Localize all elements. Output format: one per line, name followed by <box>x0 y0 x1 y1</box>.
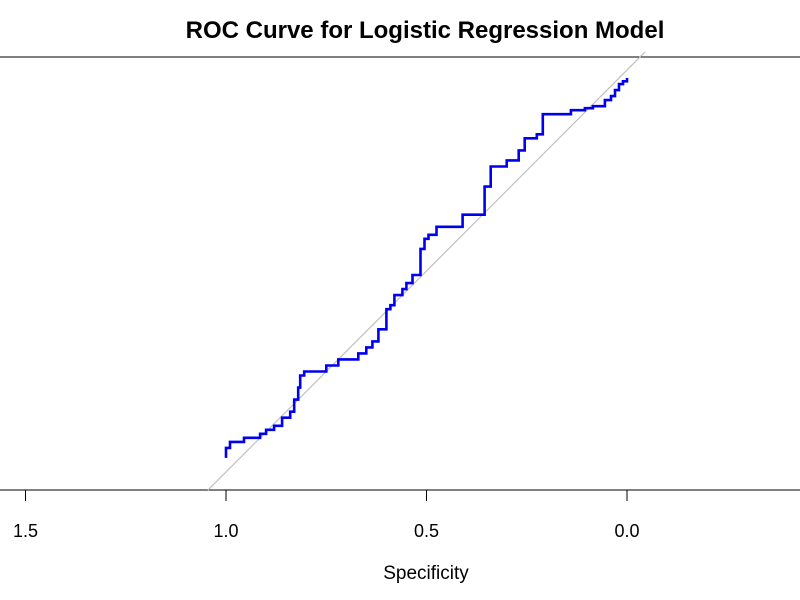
reference-layer <box>207 51 646 491</box>
reference-diagonal-line <box>207 51 646 491</box>
x-tick-label: 0.5 <box>414 521 439 541</box>
chart-title: ROC Curve for Logistic Regression Model <box>186 17 665 44</box>
x-tick-label: 1.0 <box>213 521 238 541</box>
x-tick-label: 0.0 <box>614 521 639 541</box>
series-layer <box>224 78 629 458</box>
x-axis-label: Specificity <box>383 563 469 584</box>
roc-curve-line-0 <box>224 78 629 458</box>
x-tick-label: 1.5 <box>13 521 38 541</box>
x-axis-ticks: 1.5 1.0 0.5 0.0 <box>13 490 640 541</box>
